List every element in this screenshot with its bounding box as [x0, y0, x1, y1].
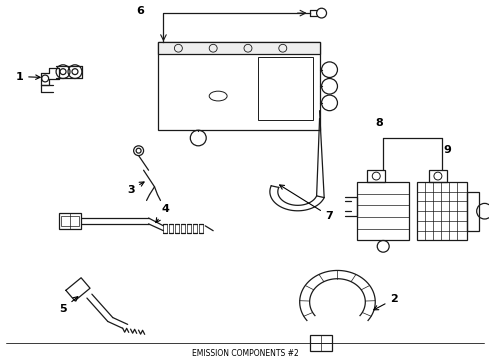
Bar [417, 182, 467, 240]
Text: 3: 3 [127, 182, 144, 195]
Bar [310, 335, 332, 351]
Bar [467, 192, 479, 231]
Text: 4: 4 [156, 204, 170, 222]
Text: 2: 2 [374, 294, 398, 310]
Bar [357, 182, 409, 240]
Bar [61, 216, 79, 226]
Text: 7: 7 [280, 185, 333, 221]
Text: 8: 8 [375, 118, 383, 128]
Bar [158, 42, 319, 130]
Text: 1: 1 [15, 72, 40, 81]
Text: 6: 6 [137, 6, 145, 16]
Text: 5: 5 [59, 297, 78, 314]
Bar [429, 170, 447, 182]
Bar [368, 170, 385, 182]
Text: 9: 9 [444, 145, 452, 155]
Bar [158, 42, 319, 54]
Bar [59, 213, 81, 229]
Text: EMISSION COMPONENTS #2: EMISSION COMPONENTS #2 [192, 349, 298, 358]
Bar [258, 57, 313, 121]
